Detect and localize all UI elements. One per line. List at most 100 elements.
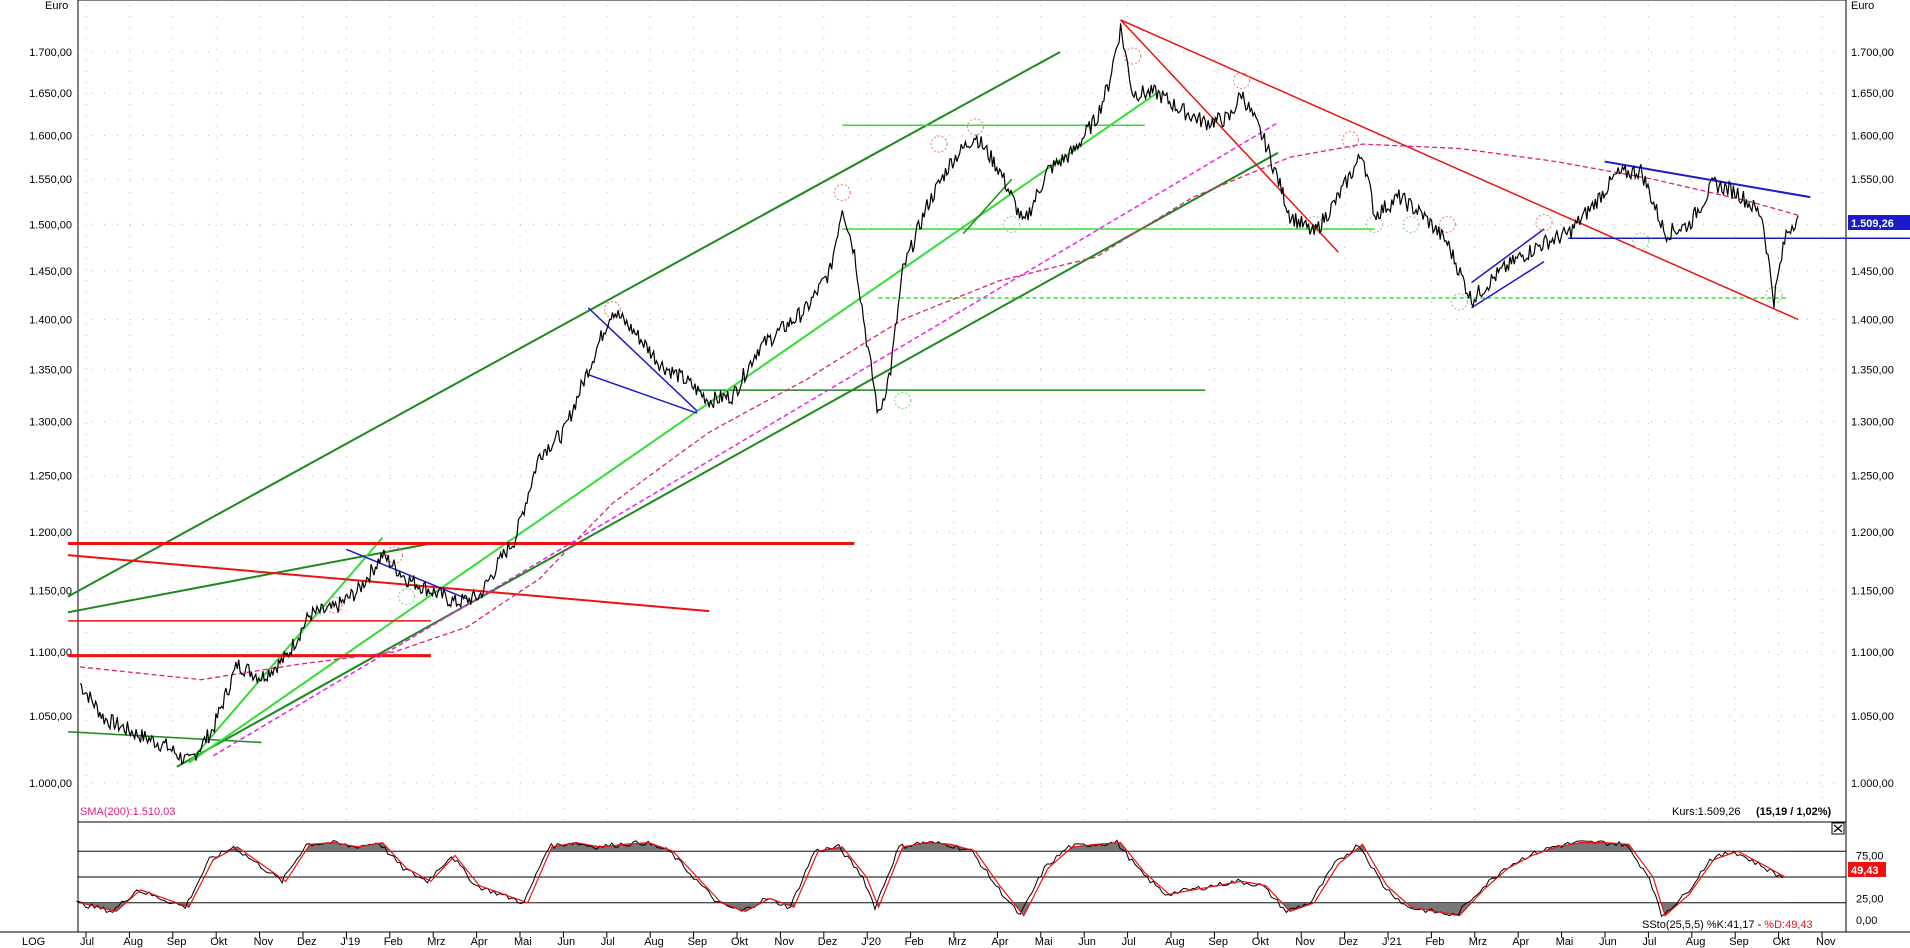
stochastic-panel: 75,00 25,00 0,00 <box>76 839 1884 927</box>
pivot-marker <box>1341 131 1360 149</box>
pivot-marker <box>325 596 343 614</box>
trend-green-jun <box>962 178 1013 235</box>
sto-d-line <box>79 841 1787 917</box>
x-tick-label: Apr <box>991 936 1008 948</box>
y-tick-left: 1.050,00 <box>29 711 72 723</box>
x-tick-label: Nov <box>774 936 794 948</box>
last-price-badge: 1.509,26 <box>1851 218 1894 230</box>
sto-overbought-fill <box>80 842 1787 852</box>
close-icon-glyph <box>1833 824 1843 833</box>
sma200-line <box>79 143 1799 681</box>
y-tick-right: 1.050,00 <box>1851 711 1894 723</box>
x-tick-label: Feb <box>1425 936 1444 948</box>
y-tick-left: 1.200,00 <box>29 527 72 539</box>
y-tick-left: 1.000,00 <box>29 778 72 790</box>
y-tick-left: 1.500,00 <box>29 219 72 231</box>
x-tick-label: Feb <box>384 936 403 948</box>
x-tick-label: Sep <box>167 936 187 948</box>
x-tick-label: Aug <box>644 936 664 948</box>
trend-red-main <box>1120 19 1799 321</box>
x-tick-label: Sep <box>1729 936 1749 948</box>
price-panel-frame <box>77 0 1847 823</box>
wedge-top <box>587 307 698 412</box>
channel-top <box>67 51 1061 598</box>
grid-dots <box>78 5 1846 822</box>
x-axis: Jul Aug Sep Okt Nov Dez J'19 Feb Mrz Apr Mai Jun Jul… <box>80 932 1836 948</box>
y-tick-left: 1.250,00 <box>29 471 72 483</box>
x-tick-label: Apr <box>1512 936 1529 948</box>
x-tick-label: Jul <box>1122 936 1136 948</box>
x-tick-label: Okt <box>1252 936 1269 948</box>
y-tick-right: 1.250,00 <box>1851 471 1894 483</box>
flag-line <box>345 548 468 600</box>
y-tick-left: 1.700,00 <box>29 47 72 59</box>
trend-annotations <box>67 19 1910 768</box>
x-tick-label: Jun <box>1599 936 1617 948</box>
x-tick-label: Jun <box>557 936 575 948</box>
last-price-badge-bg <box>1848 215 1910 230</box>
currency-label-right: Euro <box>1851 0 1874 12</box>
last-sto-badge: 49,43 <box>1851 865 1879 877</box>
y-tick-left: 1.150,00 <box>29 586 72 598</box>
y-tick-left: 1.650,00 <box>29 88 72 100</box>
x-tick-label: J'21 <box>1382 936 1402 948</box>
pivot-marker <box>1535 213 1553 232</box>
sma200-label: SMA(200):1.510,03 <box>80 806 175 818</box>
pivot-marker <box>1124 47 1142 65</box>
x-tick-label: Aug <box>1165 936 1185 948</box>
pivot-marker <box>894 391 912 410</box>
kurs-change: (15,19 / 1,02%) <box>1756 806 1832 818</box>
x-tick-label: Mrz <box>427 936 445 948</box>
y-tick-left: 1.450,00 <box>29 266 72 278</box>
x-tick-label: J'19 <box>340 936 360 948</box>
x-tick-label: Nov <box>1295 936 1315 948</box>
x-tick-label: Sep <box>1208 936 1228 948</box>
y-tick-left: 1.550,00 <box>29 174 72 186</box>
trend-red-falling <box>67 554 710 613</box>
x-tick-label: J'20 <box>861 936 881 948</box>
y-tick-right: 1.000,00 <box>1851 778 1894 790</box>
y-tick-left: 1.350,00 <box>29 365 72 377</box>
x-tick-label: Dez <box>297 936 317 948</box>
x-tick-label: Mai <box>1556 936 1574 948</box>
x-tick-label: Jun <box>1078 936 1096 948</box>
y-tick-left: 1.300,00 <box>29 417 72 429</box>
pivot-marker <box>930 135 948 153</box>
trend-red-steep <box>1120 19 1339 253</box>
sto-oversold-fill <box>80 902 1787 916</box>
x-tick-label: Jul <box>601 936 615 948</box>
channel-bottom <box>176 151 1279 768</box>
x-tick-label: Okt <box>731 936 748 948</box>
trend-green-flat <box>67 731 262 744</box>
x-tick-label: Mrz <box>1469 936 1487 948</box>
x-tick-label: Mai <box>514 936 532 948</box>
pivot-marker <box>1450 293 1469 311</box>
pivot-marker <box>1632 232 1650 250</box>
currency-label-left: Euro <box>45 0 68 12</box>
pivot-marker <box>833 184 851 202</box>
y-tick-right: 1.300,00 <box>1851 417 1894 429</box>
x-tick-label: Nov <box>254 936 274 948</box>
y-tick-left: 1.600,00 <box>29 130 72 142</box>
last-sto-badge-bg <box>1848 862 1886 877</box>
x-tick-label: Nov <box>1816 936 1836 948</box>
sto-label-d: %D:49,43 <box>1764 919 1812 931</box>
sto-label: SSto(25,5,5) %K:41,17 - %D:49,43 <box>1642 919 1813 931</box>
y-tick-right: 1.550,00 <box>1851 174 1894 186</box>
y-tick-right: 1.600,00 <box>1851 130 1894 142</box>
y-tick-right: 1.650,00 <box>1851 88 1894 100</box>
y-tick-right: 1.200,00 <box>1851 527 1894 539</box>
x-tick-label: Mrz <box>948 936 966 948</box>
flag-up-bottom <box>1471 261 1545 309</box>
y-tick-right: 1.150,00 <box>1851 586 1894 598</box>
x-tick-label: Feb <box>905 936 924 948</box>
x-tick-label: Aug <box>123 936 143 948</box>
y-tick-right: 1.350,00 <box>1851 365 1894 377</box>
triangle-top <box>1604 160 1811 199</box>
price-line <box>79 23 1799 765</box>
x-tick-label: Sep <box>688 936 708 948</box>
y-tick-left: 1.400,00 <box>29 315 72 327</box>
x-tick-label: Jul <box>1642 936 1656 948</box>
flag-up-top <box>1471 228 1545 284</box>
